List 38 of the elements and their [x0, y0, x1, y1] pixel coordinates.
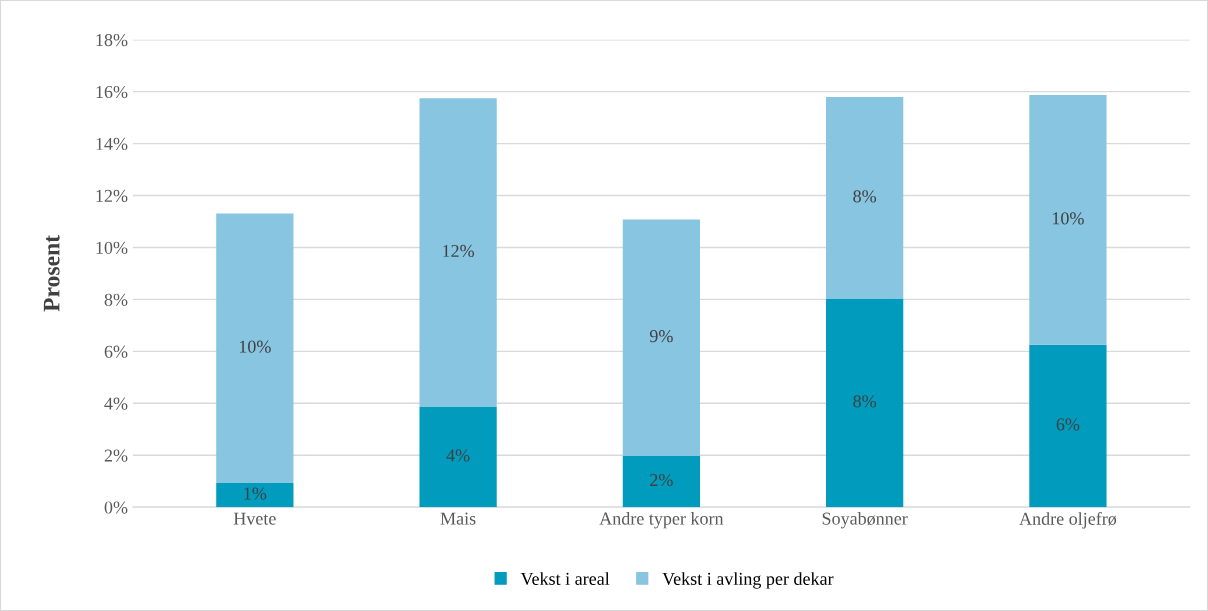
bar	[622, 455, 700, 508]
bar	[419, 98, 497, 407]
y-axis-title: Prosent	[43, 235, 60, 312]
data-label: 1%	[244, 487, 267, 500]
x-tick-label: Andre oljefrø	[1019, 511, 1117, 529]
legend-label: Vekst i areal	[520, 572, 610, 586]
bar	[622, 219, 700, 456]
data-label: 6%	[1056, 418, 1080, 431]
data-label: 10%	[1052, 212, 1084, 225]
data-label: 9%	[649, 330, 673, 343]
bar	[216, 482, 294, 508]
y-tick-label: 12%	[96, 189, 128, 203]
x-tick-label: Hvete	[233, 512, 276, 525]
data-label: 2%	[650, 473, 673, 487]
y-tick-label: 16%	[96, 85, 128, 99]
bar	[419, 406, 497, 508]
x-tick-label: Mais	[440, 512, 476, 525]
x-tick-label: Soyabønner	[822, 511, 908, 529]
bar	[826, 97, 904, 299]
data-label: 10%	[239, 340, 271, 353]
y-tick-label: 10%	[96, 241, 128, 254]
legend-label: Vekst i avling per dekar	[662, 572, 834, 589]
x-tick-label: Andre typer korn	[599, 511, 724, 529]
bar	[216, 213, 294, 483]
y-tick-label: 2%	[104, 449, 128, 462]
bar	[1029, 344, 1107, 508]
data-label: 8%	[853, 395, 877, 408]
y-tick-label: 8%	[104, 293, 128, 306]
y-tick-label: 4%	[104, 397, 128, 410]
y-tick-label: 14%	[96, 137, 128, 151]
bar	[1029, 95, 1107, 345]
bar	[826, 298, 904, 508]
y-tick-label: 6%	[104, 345, 128, 358]
data-label: 12%	[443, 244, 475, 258]
data-label: 4%	[446, 449, 470, 462]
y-tick-label: 18%	[96, 33, 128, 47]
y-tick-label: 0%	[104, 501, 128, 514]
data-label: 8%	[853, 190, 877, 203]
